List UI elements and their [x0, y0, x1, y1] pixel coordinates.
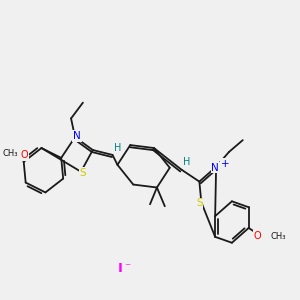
Text: O: O	[254, 231, 261, 241]
Text: CH₃: CH₃	[270, 232, 286, 241]
Text: H: H	[183, 157, 190, 167]
Text: O: O	[21, 150, 28, 160]
Text: I: I	[118, 262, 123, 275]
Text: S: S	[196, 198, 203, 208]
Text: N: N	[73, 131, 81, 141]
Text: S: S	[80, 168, 86, 178]
Text: N: N	[211, 163, 219, 173]
Text: ⁻: ⁻	[124, 261, 130, 274]
Text: CH₃: CH₃	[2, 149, 18, 158]
Text: +: +	[221, 159, 229, 169]
Text: H: H	[114, 143, 121, 153]
